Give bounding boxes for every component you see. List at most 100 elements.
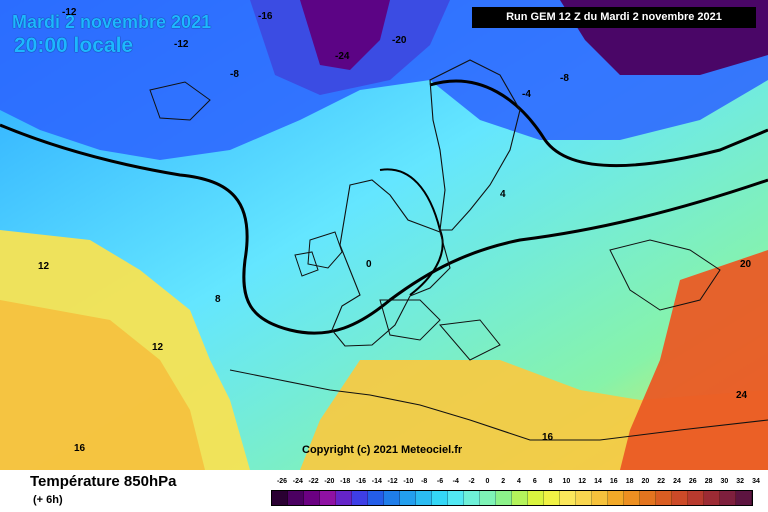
legend-color-9	[416, 491, 432, 505]
legend-color-3	[320, 491, 336, 505]
contour-label: 4	[500, 189, 506, 200]
british-isles-coastline	[294, 231, 343, 277]
legend-label: 0	[485, 478, 490, 485]
forecast-date-title: Mardi 2 novembre 2021	[12, 12, 212, 32]
legend-label: -10	[403, 478, 414, 485]
legend-label: -2	[468, 478, 475, 485]
contour-label: -24	[335, 51, 350, 62]
legend-label: 26	[688, 478, 697, 485]
legend-label: 34	[752, 478, 760, 485]
legend-color-21	[608, 491, 624, 505]
legend-label: 24	[673, 478, 681, 485]
legend-label: -14	[371, 478, 382, 485]
subtropical-warm-region	[0, 300, 205, 470]
legend-color-24	[656, 491, 672, 505]
legend-color-0	[272, 491, 288, 505]
legend-label: -8	[421, 478, 428, 485]
legend-color-10	[432, 491, 448, 505]
legend-label: 32	[736, 478, 745, 485]
contour-label: 16	[542, 432, 554, 443]
hot-region	[620, 250, 768, 470]
legend-color-27	[704, 491, 720, 505]
legend-label: 6	[532, 478, 537, 485]
legend-label: 22	[657, 478, 666, 485]
contour-label: 12	[152, 342, 164, 353]
map-canvas	[0, 0, 768, 470]
legend-labels: -26 -24 -22 -20 -18 -16 -14 -12 -10 -8 -6 -4 -2 0 2 4 6 8…	[277, 478, 760, 488]
contour-label: 12	[38, 261, 50, 272]
legend-label: 16	[609, 478, 618, 485]
legend-color-15	[512, 491, 528, 505]
iceland-coastline	[149, 81, 211, 121]
east-region-borders	[609, 239, 721, 311]
polar-core-region	[300, 0, 390, 70]
temperature-scale-bar	[271, 490, 753, 506]
legend-label: 28	[704, 478, 713, 485]
contour-label: 16	[74, 443, 86, 454]
forecast-step: (+ 6h)	[33, 494, 63, 506]
contour-label: 20	[740, 259, 752, 270]
legend-color-20	[592, 491, 608, 505]
legend-color-19	[576, 491, 592, 505]
contour-label: -8	[560, 73, 569, 84]
contour-label: 24	[736, 390, 748, 401]
legend-color-14	[496, 491, 512, 505]
legend-label: -24	[292, 478, 303, 485]
contour-label: -4	[522, 89, 531, 100]
legend-color-12	[464, 491, 480, 505]
legend-color-7	[384, 491, 400, 505]
forecast-time-title: 20:00 locale	[14, 34, 134, 57]
legend-color-23	[640, 491, 656, 505]
northern-isotherm	[429, 79, 768, 168]
legend-label: -26	[276, 478, 288, 485]
legend-color-2	[304, 491, 320, 505]
contour-label: -12	[62, 7, 77, 18]
legend-color-16	[528, 491, 544, 505]
legend-color-26	[688, 491, 704, 505]
legend-color-18	[560, 491, 576, 505]
legend-label: -18	[340, 478, 351, 485]
legend-color-1	[288, 491, 304, 505]
legend-label: -22	[308, 478, 319, 485]
north-africa-coastline	[229, 369, 768, 441]
legend-label: 30	[720, 478, 729, 485]
variable-title: Température 850hPa	[30, 473, 177, 490]
legend-color-25	[672, 491, 688, 505]
legend-label: -4	[452, 478, 459, 485]
copyright-text: Copyright (c) 2021 Meteociel.fr	[302, 444, 463, 456]
europe-coastline	[331, 179, 451, 347]
contour-label: 0	[366, 259, 372, 270]
legend-label: -6	[436, 478, 444, 485]
central-europe-borders	[379, 299, 501, 361]
legend-label: 8	[548, 478, 553, 485]
legend-color-5	[352, 491, 368, 505]
legend-color-17	[544, 491, 560, 505]
contour-label: -20	[392, 35, 407, 46]
legend-color-8	[400, 491, 416, 505]
legend-color-6	[368, 491, 384, 505]
legend-label: -20	[324, 478, 335, 485]
legend-color-22	[624, 491, 640, 505]
zero-degree-isotherm	[0, 123, 768, 335]
legend-label: 20	[641, 478, 650, 485]
legend-color-11	[448, 491, 464, 505]
model-run-banner: Run GEM 12 Z du Mardi 2 novembre 2021	[472, 7, 756, 28]
contour-label: -8	[230, 69, 239, 80]
contour-label: -12	[174, 39, 189, 50]
legend-color-13	[480, 491, 496, 505]
temperature-map	[0, 0, 768, 470]
contour-label: -16	[258, 11, 273, 22]
legend-label: 14	[594, 478, 602, 485]
legend-label: 12	[578, 478, 587, 485]
legend-label: -16	[355, 478, 367, 485]
legend-label: 10	[562, 478, 571, 485]
contour-label: 8	[215, 294, 221, 305]
legend-label: 4	[517, 478, 521, 485]
legend-label: 2	[501, 478, 506, 485]
legend-label: 18	[625, 478, 634, 485]
legend-color-29	[736, 491, 752, 505]
scandinavia-coastline	[429, 59, 521, 231]
legend-panel: Température 850hPa (+ 6h) -26 -24 -22 -20 -1…	[0, 470, 768, 512]
legend-color-4	[336, 491, 352, 505]
